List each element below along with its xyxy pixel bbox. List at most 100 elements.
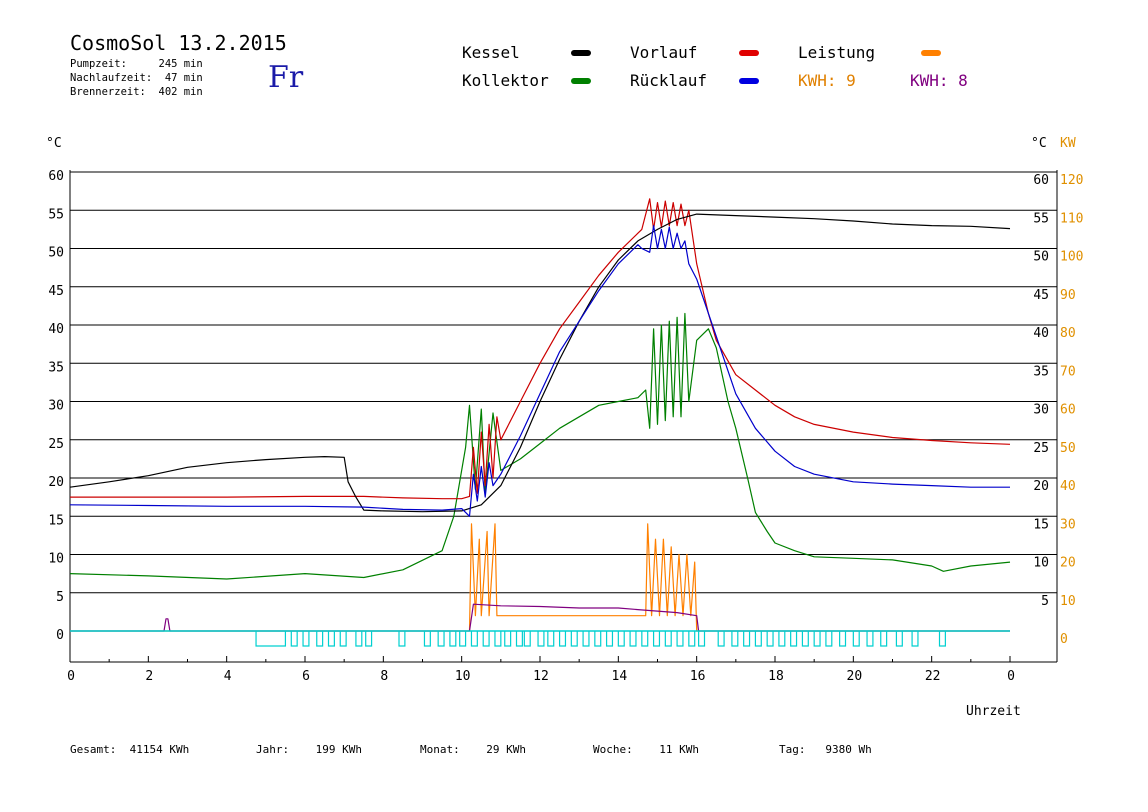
legend-kollektor-swatch	[571, 78, 591, 84]
y-right-tick-label-20: 20	[1033, 479, 1049, 494]
x-tick-label-12: 0	[1007, 669, 1015, 684]
x-tick-label-8: 16	[690, 669, 706, 684]
y-axis-unit-right: °C	[1031, 136, 1047, 151]
pump-pulse-14	[482, 631, 490, 647]
y-tick-label-25: 25	[48, 437, 64, 452]
pump-pulse-24	[594, 631, 602, 647]
pump-pulse-30	[664, 631, 672, 647]
y2-tick-label-70: 70	[1060, 364, 1076, 379]
pump-pulse-35	[731, 631, 739, 647]
legend-ruecklauf-label: Rücklauf	[630, 71, 708, 90]
pump-pulse-8	[398, 631, 406, 647]
pump-pulse-31	[676, 631, 684, 647]
pump-pulse-12	[459, 631, 467, 647]
footer-monat: Monat: 29 KWh	[420, 743, 526, 756]
pump-pulse-38	[766, 631, 774, 647]
pump-pulse-9	[423, 631, 431, 647]
y2-tick-label-80: 80	[1060, 326, 1076, 341]
x-tick-label-4: 8	[380, 669, 388, 684]
footer-jahr: Jahr: 199 KWh	[256, 743, 362, 756]
pump-pulse-5	[339, 631, 347, 647]
y2-tick-label-40: 40	[1060, 479, 1076, 494]
pump-pulse-40	[790, 631, 798, 647]
axes	[69, 170, 1058, 663]
legend-kessel-label: Kessel	[462, 43, 520, 62]
pump-pulse-36	[743, 631, 751, 647]
pump-pulse-25	[605, 631, 614, 647]
pump-pulse-18	[523, 631, 531, 647]
pump-pulse-47	[880, 631, 888, 647]
pump-pulse-44	[839, 631, 847, 647]
y-right-tick-label-35: 35	[1033, 364, 1049, 379]
y-right-tick-label-45: 45	[1033, 288, 1049, 303]
chart-title: CosmoSol 13.2.2015	[70, 31, 287, 55]
pump-pulse-50	[938, 631, 946, 647]
y-tick-label-60: 60	[48, 169, 64, 184]
pump-pulse-13	[470, 631, 478, 647]
x-tick-label-2: 4	[224, 669, 232, 684]
pump-pulse-37	[754, 631, 762, 647]
series-kessel	[69, 213, 1011, 513]
y2-tick-label-60: 60	[1060, 403, 1076, 418]
pump-pulse-17	[515, 631, 523, 647]
y-tick-label-35: 35	[48, 360, 64, 375]
series-lines	[69, 198, 1011, 632]
legend-kollektor-label: Kollektor	[462, 71, 549, 90]
pumpzeit-label: Pumpzeit: 245 min	[70, 58, 203, 70]
legend-ruecklauf-swatch	[739, 78, 759, 84]
pump-pulse-20	[547, 631, 555, 647]
pump-pulse-22	[570, 631, 578, 647]
footer-gesamt: Gesamt: 41154 KWh	[70, 743, 190, 756]
legend-leistung-swatch	[921, 50, 941, 56]
x-tick-label-5: 10	[455, 669, 471, 684]
pump-pulse-19	[537, 631, 545, 647]
pump-pulse-16	[504, 631, 512, 647]
legend-kwh-orange: KWH: 9	[798, 71, 856, 90]
x-axis-label: Uhrzeit	[966, 704, 1021, 719]
pump-pulse-23	[582, 631, 590, 647]
axis-labels: 0 2 4 6 8 10 12 14 16 18 20 22 005101520253035404550…	[46, 136, 1083, 719]
series-vorlauf	[70, 198, 1011, 500]
x-tick-label-7: 14	[612, 669, 628, 684]
pump-pulse-32	[688, 631, 696, 647]
y-tick-label-55: 55	[48, 207, 64, 222]
pump-pulse-34	[717, 631, 725, 647]
y2-tick-label-20: 20	[1060, 556, 1076, 571]
y-tick-label-15: 15	[48, 513, 64, 528]
x-tick-label-0: 0	[67, 669, 75, 684]
y2-tick-label-30: 30	[1060, 517, 1076, 532]
y-tick-label-50: 50	[48, 246, 64, 261]
pump-pulse-33	[698, 631, 706, 647]
legend-leistung-label: Leistung	[798, 43, 876, 62]
legend-vorlauf-label: Vorlauf	[630, 43, 698, 62]
pump-pulse-39	[778, 631, 786, 647]
pump-pulse-4	[327, 631, 335, 647]
pump-pulse-7	[365, 631, 373, 647]
pump-pulse-43	[825, 631, 833, 647]
nachlaufzeit-label: Nachlaufzeit: 47 min	[70, 72, 203, 84]
y2-tick-label-110: 110	[1060, 211, 1083, 226]
y2-tick-label-50: 50	[1060, 441, 1076, 456]
x-tick-label-6: 12	[533, 669, 549, 684]
y-right-tick-label-60: 60	[1033, 173, 1049, 188]
weekday-label: Fr	[268, 60, 304, 95]
y-tick-label-30: 30	[48, 399, 64, 414]
y-axis-unit-left: °C	[46, 136, 62, 151]
pump-pulse-1	[290, 631, 298, 647]
series-kollektor	[69, 312, 1011, 580]
pump-pulse-10	[437, 631, 445, 647]
y-tick-label-0: 0	[56, 628, 64, 643]
legend-kessel-swatch	[571, 50, 591, 56]
y-right-tick-label-25: 25	[1033, 441, 1049, 456]
x-tick-label-11: 22	[925, 669, 941, 684]
pump-pulse-42	[813, 631, 821, 647]
y-right-tick-label-15: 15	[1033, 517, 1049, 532]
y-right-tick-label-40: 40	[1033, 326, 1049, 341]
pump-pulse-26	[617, 631, 625, 647]
grid-lines	[70, 171, 1057, 594]
pump-pulse-0	[255, 631, 287, 647]
y-tick-label-20: 20	[48, 475, 64, 490]
pump-pulse-15	[494, 631, 502, 647]
series-ruecklauf	[69, 225, 1010, 517]
pump-pulse-3	[316, 631, 324, 647]
